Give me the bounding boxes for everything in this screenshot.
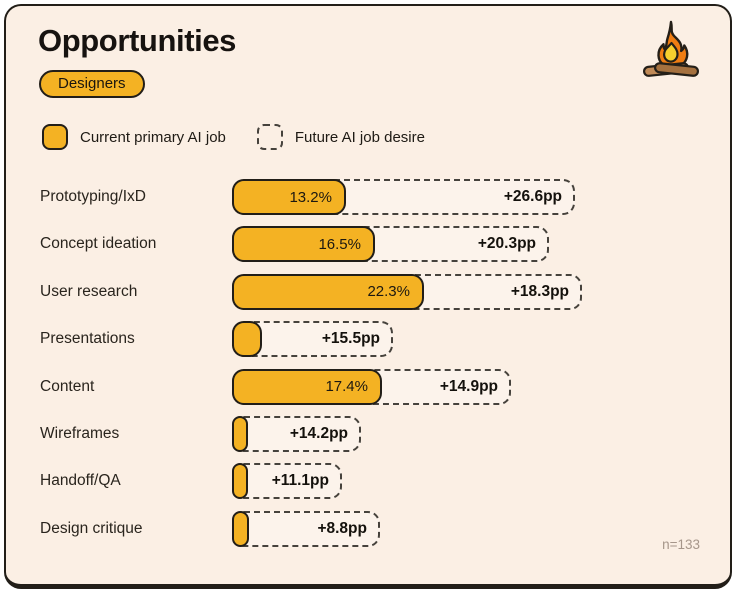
current-bar: 22.3% bbox=[232, 273, 424, 310]
chart-row: Concept ideation +20.3pp 16.5% bbox=[6, 226, 730, 263]
current-bar bbox=[232, 321, 262, 358]
row-category: User research bbox=[40, 282, 138, 300]
row-category: Handoff/QA bbox=[40, 472, 121, 490]
row-category: Design critique bbox=[40, 519, 143, 537]
row-track: +14.2pp bbox=[232, 415, 730, 452]
gain-label: +20.3pp bbox=[477, 235, 536, 253]
row-category: Content bbox=[40, 377, 95, 395]
gain-label: +18.3pp bbox=[510, 282, 569, 300]
sample-size: n=133 bbox=[662, 537, 700, 552]
gain-label: +11.1pp bbox=[271, 472, 329, 490]
future-bar: +14.2pp bbox=[232, 415, 361, 452]
current-bar: 13.2% bbox=[232, 179, 346, 215]
row-category: Prototyping/IxD bbox=[40, 188, 146, 205]
chart-row: Content +14.9pp 17.4% bbox=[6, 368, 730, 405]
legend-current-label: Current primary AI job bbox=[80, 128, 226, 146]
row-track: +18.3pp 22.3% bbox=[232, 273, 730, 310]
page-title: Opportunities bbox=[38, 23, 237, 58]
future-bar: +11.1pp bbox=[232, 463, 342, 500]
legend: Current primary AI job Future AI job des… bbox=[42, 124, 425, 150]
chart-row: Design critique +8.8pp bbox=[6, 510, 730, 547]
chart-row: Presentations +15.5pp bbox=[6, 321, 730, 358]
current-bar bbox=[232, 510, 249, 547]
row-category: Wireframes bbox=[40, 424, 120, 442]
current-label: 17.4% bbox=[325, 378, 368, 396]
row-track: +11.1pp bbox=[232, 463, 730, 500]
campfire-icon bbox=[640, 18, 702, 80]
row-track: +26.6pp 13.2% bbox=[232, 179, 730, 215]
legend-future-label: Future AI job desire bbox=[294, 128, 425, 146]
current-label: 13.2% bbox=[289, 188, 332, 206]
row-track: +15.5pp bbox=[232, 321, 730, 358]
row-track: +14.9pp 17.4% bbox=[232, 368, 730, 405]
row-category: Presentations bbox=[40, 330, 135, 348]
gain-label: +8.8pp bbox=[317, 519, 367, 537]
current-bar bbox=[232, 415, 248, 452]
legend-item-current: Current primary AI job bbox=[42, 124, 226, 150]
chart-card: Opportunities Designers Current primary … bbox=[4, 4, 732, 589]
current-bar bbox=[232, 463, 248, 500]
chart-row: User research +18.3pp 22.3% bbox=[6, 273, 730, 310]
gain-label: +26.6pp bbox=[503, 188, 562, 205]
current-swatch-icon bbox=[42, 124, 68, 150]
chart-row: Handoff/QA +11.1pp bbox=[6, 463, 730, 500]
future-bar: +8.8pp bbox=[232, 510, 380, 547]
designers-badge: Designers bbox=[39, 70, 145, 98]
current-bar: 16.5% bbox=[232, 226, 375, 263]
current-label: 16.5% bbox=[318, 235, 361, 253]
chart-row: Prototyping/IxD +26.6pp 13.2% bbox=[6, 179, 730, 215]
row-category: Concept ideation bbox=[40, 235, 157, 253]
legend-item-future: Future AI job desire bbox=[256, 124, 425, 150]
gain-label: +15.5pp bbox=[321, 330, 380, 348]
chart-row: Wireframes +14.2pp bbox=[6, 415, 730, 452]
current-bar: 17.4% bbox=[232, 368, 382, 405]
gain-label: +14.9pp bbox=[439, 377, 498, 395]
row-track: +8.8pp bbox=[232, 510, 730, 547]
chart-rows: Prototyping/IxD +26.6pp 13.2% Concept id… bbox=[6, 179, 730, 547]
current-label: 22.3% bbox=[367, 283, 410, 301]
row-track: +20.3pp 16.5% bbox=[232, 226, 730, 263]
gain-label: +14.2pp bbox=[289, 424, 348, 442]
future-swatch-icon bbox=[256, 124, 283, 150]
